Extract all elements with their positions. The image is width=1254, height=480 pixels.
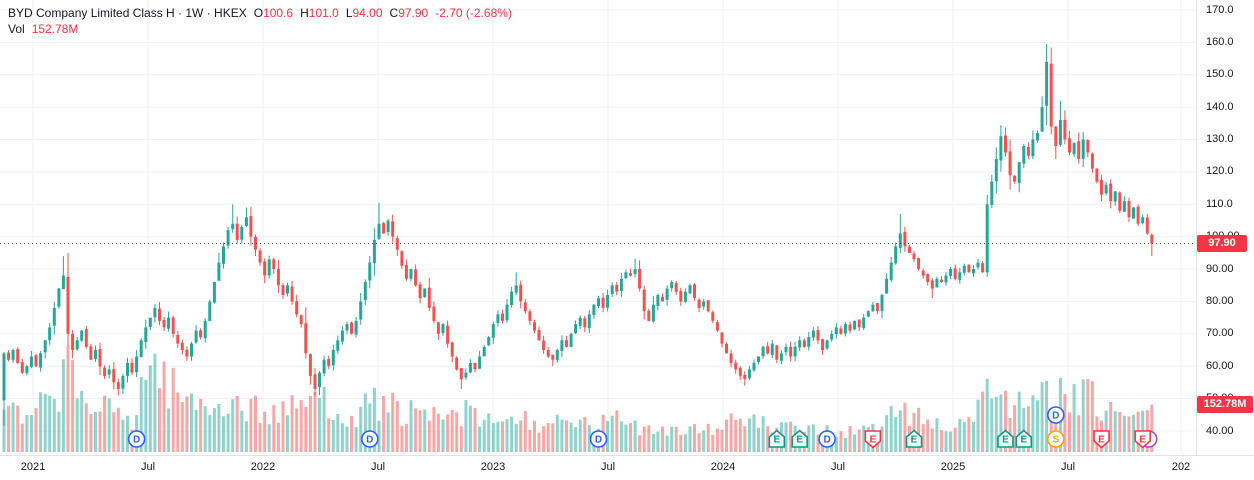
svg-text:S: S — [1052, 435, 1059, 446]
earnings-down-marker[interactable]: E — [864, 430, 882, 449]
open-readout: O100.6 — [253, 6, 294, 20]
dividend-marker[interactable]: D — [589, 430, 608, 448]
svg-text:E: E — [796, 435, 803, 446]
price-tick-label: 120.0 — [1206, 165, 1234, 178]
time-tick-label: Jul — [140, 461, 156, 473]
change-readout: -2.70 (-2.68%) — [435, 6, 512, 20]
svg-text:E: E — [773, 435, 780, 446]
svg-text:E: E — [1139, 435, 1146, 446]
split-marker[interactable]: S — [1047, 430, 1065, 448]
time-tick-label: Jul — [600, 461, 616, 473]
time-axis[interactable]: 2021 Jul 2022 Jul 2023 Jul 2024 Jul 2025 Jul 202 — [0, 455, 1254, 480]
dividend-marker[interactable]: D — [360, 430, 379, 448]
last-price-badge: 97.90 — [1197, 234, 1247, 252]
price-tick-label: 90.00 — [1206, 262, 1234, 275]
symbol-title[interactable]: BYD Company Limited Class H · 1W · HKEX — [8, 6, 247, 20]
price-tick-label: 160.0 — [1206, 35, 1234, 48]
time-tick-label: 202 — [1171, 461, 1191, 473]
price-tick-label: 40.00 — [1206, 424, 1234, 437]
price-tick-label: 80.00 — [1206, 294, 1234, 307]
svg-text:E: E — [1098, 435, 1105, 446]
price-tick-label: 60.00 — [1206, 359, 1234, 372]
time-tick-label: Jul — [830, 461, 846, 473]
event-markers: D D D E E D E E E EDS E E — [127, 406, 1158, 449]
earnings-down-marker[interactable]: E — [1093, 430, 1110, 449]
svg-text:D: D — [133, 435, 140, 446]
price-tick-label: 130.0 — [1206, 133, 1234, 146]
symbol-legend: BYD Company Limited Class H · 1W · HKEX … — [8, 5, 512, 37]
svg-text:E: E — [1020, 435, 1027, 446]
candles — [2, 44, 1154, 426]
price-tick-label: 140.0 — [1206, 100, 1234, 113]
earnings-up-marker[interactable]: E — [791, 429, 809, 448]
svg-text:E: E — [870, 435, 877, 446]
time-tick-label: 2023 — [480, 461, 506, 473]
svg-text:E: E — [911, 435, 918, 446]
svg-text:E: E — [1002, 435, 1009, 446]
volume-readout: 152.78M — [31, 22, 79, 36]
volume-label[interactable]: Vol — [8, 22, 25, 36]
gridlines — [0, 0, 1196, 454]
price-tick-label: 70.00 — [1206, 327, 1234, 340]
earnings-up-marker[interactable]: E — [997, 429, 1014, 448]
earnings-up-marker[interactable]: E — [905, 429, 923, 448]
time-tick-label: 2024 — [710, 461, 736, 473]
price-tick-label: 150.0 — [1206, 68, 1234, 81]
low-readout: L94.00 — [345, 6, 383, 20]
high-readout: H101.0 — [300, 6, 339, 20]
earnings-down-marker[interactable]: E — [1134, 430, 1158, 449]
volume-badge: 152.78M — [1197, 396, 1253, 414]
price-chart-canvas[interactable]: D D D E E D E E E EDS E E — [0, 0, 1254, 455]
price-tick-label: 110.0 — [1206, 197, 1233, 210]
earnings-up-marker[interactable]: E — [1015, 429, 1033, 448]
time-tick-label: 2021 — [20, 461, 46, 473]
svg-text:D: D — [366, 435, 373, 446]
close-readout: C97.90 — [389, 6, 429, 20]
earnings-up-marker[interactable]: E — [768, 429, 786, 448]
price-axis[interactable]: 40.0050.0060.0070.0080.0090.00100.00110.… — [1196, 0, 1254, 455]
time-tick-label: Jul — [1060, 461, 1076, 473]
dividend-marker[interactable]: D — [127, 430, 146, 448]
time-tick-label: 2022 — [250, 461, 276, 473]
dividend-marker[interactable]: D — [818, 430, 836, 448]
time-tick-label: Jul — [370, 461, 386, 473]
svg-text:D: D — [823, 435, 830, 446]
dividend-marker[interactable]: D — [1047, 406, 1065, 424]
price-tick-label: 170.0 — [1206, 3, 1234, 16]
svg-text:D: D — [595, 435, 602, 446]
svg-text:D: D — [1052, 411, 1059, 422]
time-tick-label: 2025 — [940, 461, 966, 473]
